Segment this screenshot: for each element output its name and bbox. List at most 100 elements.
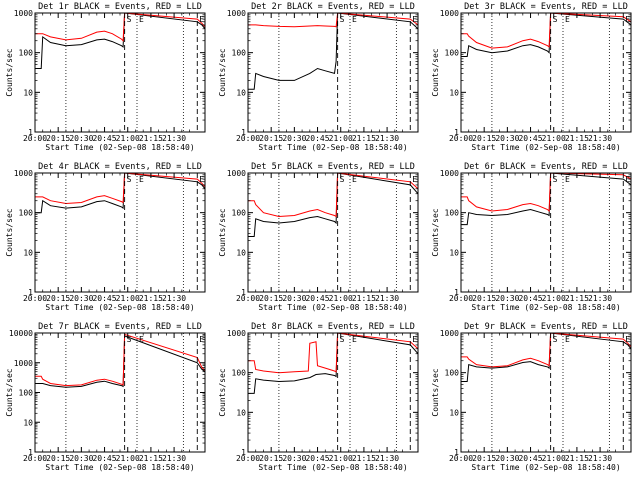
y-tick-label: 10 [449, 408, 459, 417]
y-tick-label: 1000 [440, 329, 459, 338]
phase-marker-label: S [553, 175, 558, 184]
chart-panel: Det 4r BLACK = Events, RED = LLD S E E 1 10 10… [0, 160, 213, 320]
chart-panel: Det 1r BLACK = Events, RED = LLD S E E 1 10 10… [0, 0, 213, 160]
chart-title: Det 5r BLACK = Events, RED = LLD [251, 162, 415, 172]
x-tick-label: 20:00 [449, 294, 473, 303]
x-tick-label: 21:15 [565, 454, 589, 463]
x-tick-label: 20:15 [46, 454, 70, 463]
y-tick-label: 10 [449, 88, 459, 97]
phase-marker-label: S [127, 175, 132, 184]
phase-marker-label: S [340, 335, 345, 344]
x-tick-label: 20:00 [236, 454, 260, 463]
x-axis-label: Start Time (02-Sep-08 18:58:40) [258, 143, 407, 152]
x-axis-label: Start Time (02-Sep-08 18:58:40) [45, 303, 194, 312]
y-tick-label: 100 [19, 209, 34, 218]
y-tick-label: 100 [445, 49, 460, 58]
y-tick-label: 1 [28, 448, 33, 457]
x-axis-label: Start Time (02-Sep-08 18:58:40) [258, 303, 407, 312]
y-tick-label: 1 [28, 128, 33, 137]
y-tick-label: 100 [19, 389, 34, 398]
chart-title: Det 3r BLACK = Events, RED = LLD [464, 2, 628, 12]
x-tick-label: 20:30 [495, 134, 519, 143]
chart-panel: Det 7r BLACK = Events, RED = LLD S E E 1 10 10… [0, 320, 213, 480]
x-tick-label: 21:15 [565, 294, 589, 303]
series-line-lld [35, 333, 206, 387]
y-tick-label: 100 [232, 369, 247, 378]
x-tick-label: 20:45 [92, 294, 116, 303]
y-tick-label: 1000 [14, 359, 33, 368]
phase-marker-label: S [553, 15, 558, 24]
y-tick-label: 1 [241, 128, 246, 137]
series-line-events [248, 12, 419, 90]
x-tick-label: 21:30 [588, 294, 612, 303]
series-line-lld [35, 12, 206, 42]
plot-frame [460, 12, 632, 133]
series-line-lld [248, 332, 419, 374]
x-axis-label: Start Time (02-Sep-08 18:58:40) [471, 463, 620, 472]
series-line-events [35, 12, 206, 69]
x-tick-label: 21:15 [352, 294, 376, 303]
x-tick-label: 20:45 [305, 454, 329, 463]
series-line-events [35, 335, 206, 388]
phase-marker-label: E [412, 335, 417, 344]
x-tick-label: 20:00 [236, 134, 260, 143]
y-tick-label: 10 [449, 248, 459, 257]
y-axis-label: Counts/sec [218, 208, 227, 256]
x-tick-label: 20:30 [69, 134, 93, 143]
y-axis-label: Counts/sec [431, 208, 440, 256]
chart-title: Det 1r BLACK = Events, RED = LLD [38, 2, 202, 12]
x-tick-label: 21:30 [162, 294, 186, 303]
x-tick-label: 21:15 [139, 454, 163, 463]
y-tick-label: 1 [454, 128, 459, 137]
x-tick-label: 21:30 [588, 134, 612, 143]
x-tick-label: 20:45 [518, 134, 542, 143]
x-tick-label: 21:15 [139, 134, 163, 143]
y-axis-label: Counts/sec [5, 48, 14, 96]
y-tick-label: 1 [241, 448, 246, 457]
y-tick-label: 1 [241, 288, 246, 297]
y-tick-label: 10 [236, 248, 246, 257]
x-tick-label: 20:30 [69, 454, 93, 463]
y-tick-label: 1 [28, 288, 33, 297]
phase-marker-label: S [127, 15, 132, 24]
y-tick-label: 1000 [440, 169, 459, 178]
x-axis-label: Start Time (02-Sep-08 18:58:40) [45, 463, 194, 472]
x-tick-label: 21:15 [139, 294, 163, 303]
x-tick-label: 20:00 [449, 454, 473, 463]
y-tick-label: 1000 [14, 169, 33, 178]
x-tick-label: 20:00 [449, 134, 473, 143]
chart-panel: Det 8r BLACK = Events, RED = LLD S E E 1 10 10… [213, 320, 426, 480]
plot-frame [460, 332, 632, 453]
chart-title: Det 2r BLACK = Events, RED = LLD [251, 2, 415, 12]
series-line-lld [248, 172, 419, 218]
x-tick-label: 20:45 [92, 134, 116, 143]
phase-marker-label: E [412, 175, 417, 184]
y-tick-label: 1 [454, 448, 459, 457]
x-tick-label: 20:45 [518, 454, 542, 463]
x-tick-label: 21:15 [352, 134, 376, 143]
phase-marker-label: E [352, 335, 357, 344]
y-tick-label: 100 [445, 369, 460, 378]
x-tick-label: 20:45 [305, 134, 329, 143]
x-tick-label: 21:15 [352, 454, 376, 463]
y-axis-label: Counts/sec [218, 368, 227, 416]
series-line-events [461, 12, 632, 57]
x-tick-label: 20:00 [236, 294, 260, 303]
x-tick-label: 21:00 [329, 454, 353, 463]
phase-marker-label: E [139, 15, 144, 24]
x-axis-label: Start Time (02-Sep-08 18:58:40) [471, 143, 620, 152]
x-tick-label: 21:00 [329, 294, 353, 303]
phase-marker-label: E [199, 175, 204, 184]
x-tick-label: 20:15 [259, 454, 283, 463]
series-line-events [248, 332, 419, 394]
y-tick-label: 1000 [440, 9, 459, 18]
y-axis-label: Counts/sec [218, 48, 227, 96]
y-tick-label: 10 [236, 408, 246, 417]
x-tick-label: 20:45 [305, 294, 329, 303]
y-tick-label: 100 [232, 49, 247, 58]
